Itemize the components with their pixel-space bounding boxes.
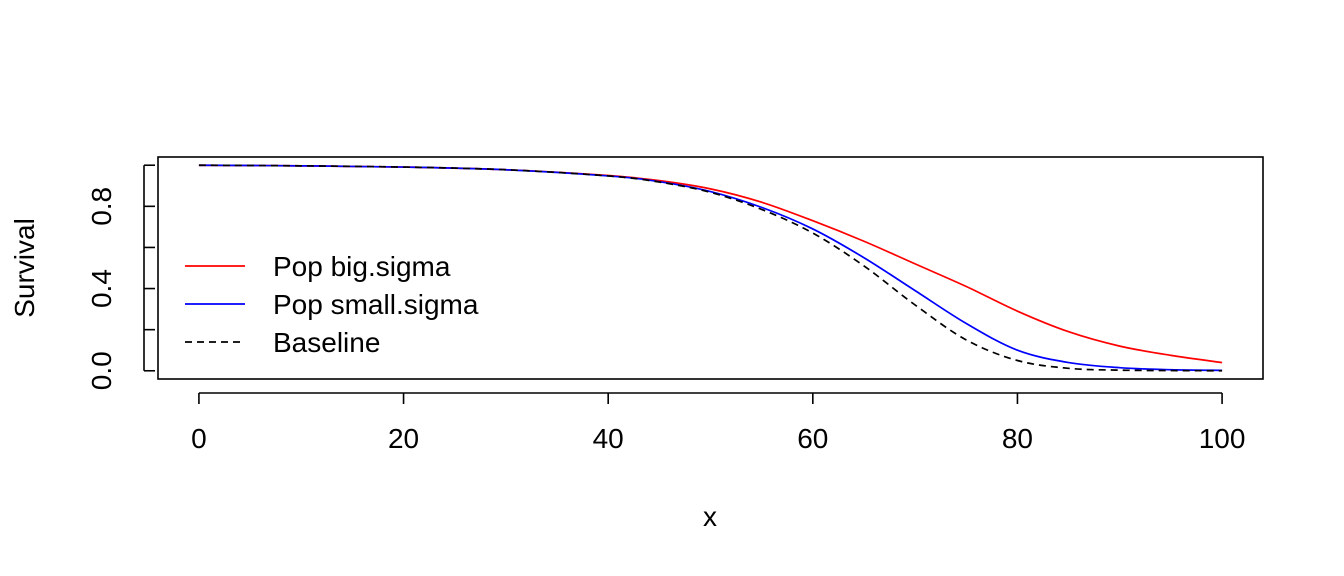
legend-label: Baseline [273, 327, 380, 358]
series-line-baseline [198, 164, 1223, 372]
x-tick-label: 60 [797, 423, 828, 454]
x-tick-label: 0 [191, 423, 207, 454]
series-layer [198, 164, 1223, 372]
y-axis: 0.0 0.4 0.8 [86, 164, 155, 390]
x-axis: 0 20 40 60 80 100 [191, 392, 1246, 454]
plot-frame [157, 156, 1264, 380]
x-tick-label: 20 [388, 423, 419, 454]
x-axis-title: x [703, 501, 717, 532]
y-tick-label: 0.0 [86, 351, 117, 390]
x-tick-label: 80 [1002, 423, 1033, 454]
y-tick-label: 0.8 [86, 187, 117, 226]
y-tick-label: 0.4 [86, 269, 117, 308]
x-tick-label: 100 [1199, 423, 1246, 454]
y-axis-title: Survival [9, 218, 40, 318]
x-tick-label: 40 [593, 423, 624, 454]
legend: Pop big.sigma Pop small.sigma Baseline [185, 251, 479, 358]
legend-label: Pop small.sigma [273, 289, 479, 320]
legend-label: Pop big.sigma [273, 251, 451, 282]
